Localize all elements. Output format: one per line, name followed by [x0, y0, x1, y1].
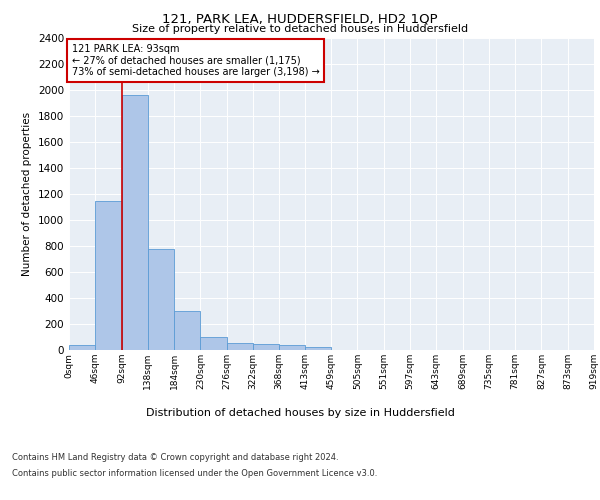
Bar [174, 311, 200, 350]
Bar [95, 201, 122, 350]
Bar [122, 95, 148, 350]
Text: Distribution of detached houses by size in Huddersfield: Distribution of detached houses by size … [146, 408, 454, 418]
Text: 121 PARK LEA: 93sqm
← 27% of detached houses are smaller (1,175)
73% of semi-det: 121 PARK LEA: 93sqm ← 27% of detached ho… [71, 44, 319, 77]
Bar [200, 337, 227, 350]
Bar [227, 344, 253, 350]
Bar [69, 346, 95, 350]
Text: 121, PARK LEA, HUDDERSFIELD, HD2 1QP: 121, PARK LEA, HUDDERSFIELD, HD2 1QP [162, 12, 438, 26]
Y-axis label: Number of detached properties: Number of detached properties [22, 112, 32, 276]
Text: Contains public sector information licensed under the Open Government Licence v3: Contains public sector information licen… [12, 468, 377, 477]
Bar [305, 346, 331, 350]
Bar [279, 345, 305, 350]
Text: Size of property relative to detached houses in Huddersfield: Size of property relative to detached ho… [132, 24, 468, 34]
Text: Contains HM Land Registry data © Crown copyright and database right 2024.: Contains HM Land Registry data © Crown c… [12, 454, 338, 462]
Bar [253, 344, 279, 350]
Bar [148, 249, 174, 350]
